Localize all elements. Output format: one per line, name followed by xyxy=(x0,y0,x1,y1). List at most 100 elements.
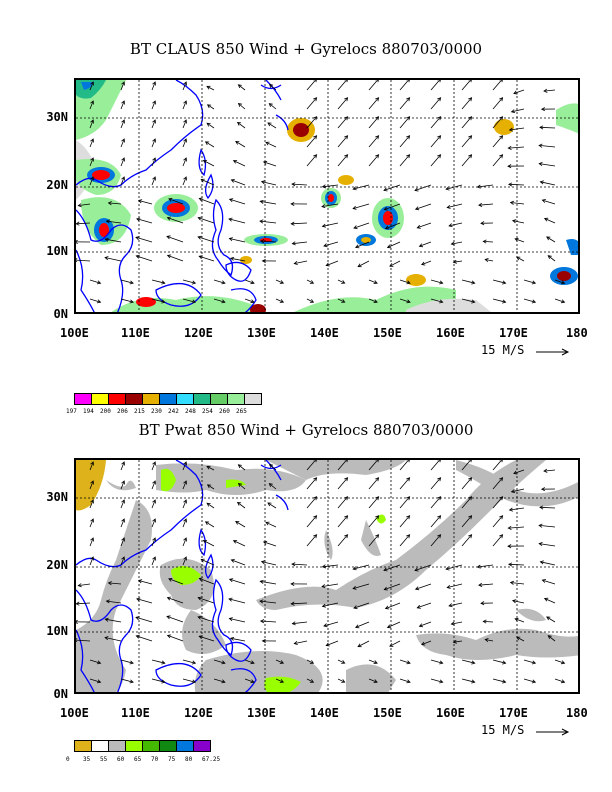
wind-arrow xyxy=(430,496,441,509)
wind-arrowhead xyxy=(259,199,264,204)
wind-arrow xyxy=(492,154,503,167)
wind-arrowhead xyxy=(476,564,481,569)
wind-arrow xyxy=(399,279,411,284)
legend-value: 194 xyxy=(83,408,94,415)
wind-arrow xyxy=(544,218,556,224)
wind-arrowhead xyxy=(183,100,187,105)
wind-arrowhead xyxy=(279,660,285,664)
wind-arrowhead xyxy=(375,135,380,140)
wind-arrow xyxy=(306,135,317,148)
wind-arrow xyxy=(105,238,122,243)
wind-arrow xyxy=(120,298,134,303)
wind-arrowhead xyxy=(291,182,296,187)
wind-arrow xyxy=(385,602,401,609)
wind-arrow xyxy=(461,97,472,110)
wind-arrow xyxy=(306,97,317,110)
wind-arrow xyxy=(306,659,314,664)
wind-arrow xyxy=(89,556,94,566)
wind-arrow xyxy=(89,279,101,284)
wind-arrow xyxy=(168,198,184,205)
wind-arrowhead xyxy=(183,518,187,523)
legend-value: 254 xyxy=(202,408,213,415)
wind-arrow xyxy=(89,678,101,683)
lon-label: 100E xyxy=(60,706,89,720)
wind-arrowhead xyxy=(313,534,318,539)
wind-arrowhead xyxy=(478,202,483,207)
wind-arrowhead xyxy=(540,487,546,492)
wind-arrow xyxy=(244,279,255,284)
map-pwat[interactable] xyxy=(74,458,580,694)
wind-arrow xyxy=(453,640,463,643)
wind-arrowhead xyxy=(414,187,419,192)
wind-arrow xyxy=(269,103,277,110)
wind-arrowhead xyxy=(352,186,357,191)
wind-arrow xyxy=(368,116,379,129)
wind-arrowhead xyxy=(191,660,197,665)
wind-arrow xyxy=(461,80,472,91)
wind-arrow xyxy=(540,561,556,566)
wind-arrow xyxy=(383,564,401,571)
wind-arrowhead xyxy=(448,603,453,608)
wind-arrowhead xyxy=(313,154,318,159)
wind-arrow xyxy=(275,298,284,303)
wind-vectors xyxy=(76,460,566,684)
wind-arrowhead xyxy=(321,584,326,589)
wind-arrow xyxy=(516,636,525,642)
wind-arrow xyxy=(508,526,525,529)
wind-arrow xyxy=(357,640,370,647)
wind-arrowhead xyxy=(406,477,411,482)
wind-arrow xyxy=(120,119,125,129)
wind-arrow xyxy=(89,138,94,148)
wind-arrowhead xyxy=(313,477,318,482)
wind-arrow xyxy=(306,477,317,490)
wind-arrow xyxy=(89,298,101,303)
wind-arrow xyxy=(306,279,314,284)
wind-arrow xyxy=(542,579,556,585)
wind-arrowhead xyxy=(121,119,125,124)
wind-arrow xyxy=(430,659,443,664)
wind-arrowhead xyxy=(90,119,94,124)
wind-arrow xyxy=(539,126,556,129)
wind-arrowhead xyxy=(121,480,125,485)
wind-arrow xyxy=(508,146,525,149)
vector-scale-arrow xyxy=(536,728,570,736)
wind-arrowhead xyxy=(262,540,268,545)
map-claus[interactable] xyxy=(74,78,580,314)
wind-arrowhead xyxy=(161,280,166,285)
wind-arrow xyxy=(136,218,153,224)
wind-arrow xyxy=(306,116,317,129)
wind-arrow xyxy=(554,659,565,664)
lon-label: 180 xyxy=(566,706,588,720)
wind-arrowhead xyxy=(183,499,187,504)
legend-value: 55 xyxy=(100,756,108,763)
wind-arrowhead xyxy=(166,615,171,620)
wind-arrowhead xyxy=(508,182,513,187)
wind-arrow xyxy=(151,461,156,471)
wind-arrow xyxy=(151,659,165,664)
wind-arrowhead xyxy=(341,660,346,664)
wind-arrowhead xyxy=(166,216,171,221)
wind-arrow xyxy=(135,236,153,243)
wind-arrow xyxy=(355,621,370,628)
wind-arrowhead xyxy=(267,122,272,127)
color-legend-pwat xyxy=(74,740,211,752)
legend-value: 248 xyxy=(185,408,196,415)
wind-arrowhead xyxy=(344,460,348,463)
wind-arrowhead xyxy=(344,116,349,121)
wind-arrowhead xyxy=(406,534,411,539)
lon-label: 160E xyxy=(436,706,465,720)
wind-arrowhead xyxy=(152,518,156,523)
wind-arrow xyxy=(151,298,165,303)
legend-value: 70 xyxy=(151,756,159,763)
wind-arrow xyxy=(321,203,339,207)
wind-arrowhead xyxy=(375,116,380,121)
wind-arrowhead xyxy=(90,100,94,105)
wind-arrowhead xyxy=(166,596,171,601)
wind-arrowhead xyxy=(373,660,378,664)
wind-arrowhead xyxy=(309,679,315,683)
wind-arrowhead xyxy=(183,138,187,143)
wind-arrowhead xyxy=(229,256,235,261)
wind-arrow xyxy=(203,540,215,547)
wind-arrow xyxy=(89,119,94,129)
wind-arrow xyxy=(120,157,125,167)
